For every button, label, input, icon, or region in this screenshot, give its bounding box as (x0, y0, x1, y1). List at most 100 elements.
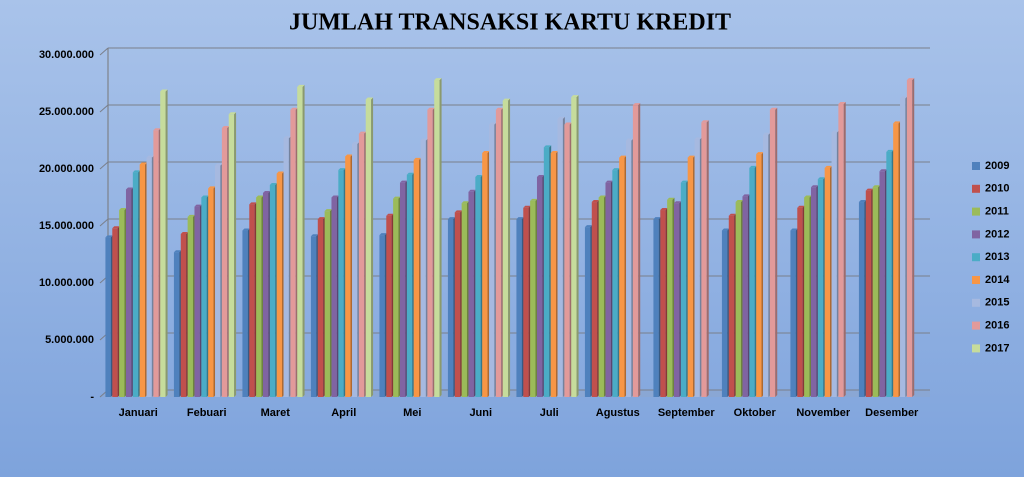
bar (221, 125, 230, 398)
bar-face (153, 130, 159, 398)
bar (297, 84, 305, 398)
bar-face (468, 189, 476, 192)
bar (352, 141, 360, 397)
bar (180, 231, 189, 397)
y-tick-label: 25.000.000 (39, 106, 94, 118)
bar (489, 122, 497, 397)
bar (399, 180, 408, 397)
bar (865, 188, 874, 397)
bar-face (447, 219, 454, 397)
bar-face (516, 217, 524, 220)
x-tick-label: April (331, 407, 356, 419)
bar (673, 201, 682, 397)
bar-face (345, 154, 353, 157)
bar (406, 172, 415, 397)
bar-face (482, 153, 488, 397)
bar-face (843, 102, 846, 398)
bar-face (228, 114, 235, 397)
bar-face (694, 137, 702, 140)
bar-face (756, 154, 762, 397)
bar (290, 107, 298, 397)
bar (208, 186, 216, 397)
legend-swatch (972, 207, 980, 216)
bar-face (612, 168, 620, 171)
bar (139, 162, 148, 397)
x-tick-label: November (796, 407, 851, 419)
bar-face (338, 168, 346, 171)
bar (872, 185, 880, 397)
bar-face (234, 112, 237, 397)
bar (626, 138, 634, 397)
bar-face (769, 109, 776, 397)
bar-face (194, 204, 202, 207)
y-tick-label: 15.000.000 (39, 220, 94, 232)
bar-face (331, 195, 339, 198)
bar (256, 195, 264, 397)
y-tick-label: 30.000.000 (39, 49, 94, 61)
bar-face (352, 141, 360, 144)
bar-face (489, 122, 497, 125)
bar-face (489, 124, 495, 397)
bar (242, 228, 250, 397)
bar-face (797, 205, 805, 208)
bar-face (365, 99, 372, 398)
bar (358, 131, 367, 397)
bar-face (571, 97, 577, 398)
bar-face (906, 78, 915, 81)
bar-face (427, 107, 435, 110)
x-tick-label: Desember (865, 407, 919, 419)
bar-face (208, 186, 216, 189)
bar-face (817, 179, 824, 397)
bar-face (160, 91, 166, 397)
bar (619, 155, 627, 397)
bar-face (269, 182, 278, 185)
bar-face (632, 105, 639, 397)
bar-face (694, 139, 700, 398)
bar (687, 155, 696, 397)
y-tick-label: - (90, 391, 94, 403)
bar-face (256, 195, 264, 198)
bar-face (667, 199, 673, 397)
bar-face (900, 98, 906, 397)
bar (749, 165, 757, 397)
bar (584, 225, 593, 397)
bar-face (660, 210, 666, 397)
bar-face (276, 173, 283, 397)
x-tick-label: Maret (261, 407, 291, 419)
bar (721, 228, 730, 397)
bar-face (598, 197, 604, 397)
bar-face (249, 204, 255, 397)
bar-face (215, 165, 221, 397)
bar-face (256, 197, 262, 397)
bar-face (283, 138, 289, 397)
bar-face (893, 121, 901, 124)
legend-label: 2010 (985, 183, 1009, 195)
bar-face (790, 230, 796, 397)
bar-face (386, 213, 394, 216)
bar (893, 121, 901, 398)
bar-face (352, 143, 358, 397)
bar-face (701, 122, 707, 397)
bar-face (180, 233, 187, 397)
bar-face (173, 252, 180, 397)
bar (283, 136, 291, 397)
bar-face (653, 219, 659, 397)
bar-face (721, 230, 728, 397)
bar (324, 209, 332, 397)
bar (262, 190, 271, 397)
bar-face (310, 236, 317, 397)
bar-face (523, 207, 529, 397)
bar-face (790, 228, 798, 231)
bar-face (454, 212, 461, 397)
legend-swatch (972, 321, 980, 330)
bar-face (112, 228, 118, 397)
bar-face (817, 177, 826, 180)
bar (187, 214, 195, 397)
bar-face (338, 170, 344, 397)
bar (667, 197, 675, 397)
bar (502, 98, 511, 397)
bar-face (194, 206, 200, 397)
bar (694, 137, 702, 398)
bar (728, 213, 737, 397)
bar-face (872, 185, 880, 188)
